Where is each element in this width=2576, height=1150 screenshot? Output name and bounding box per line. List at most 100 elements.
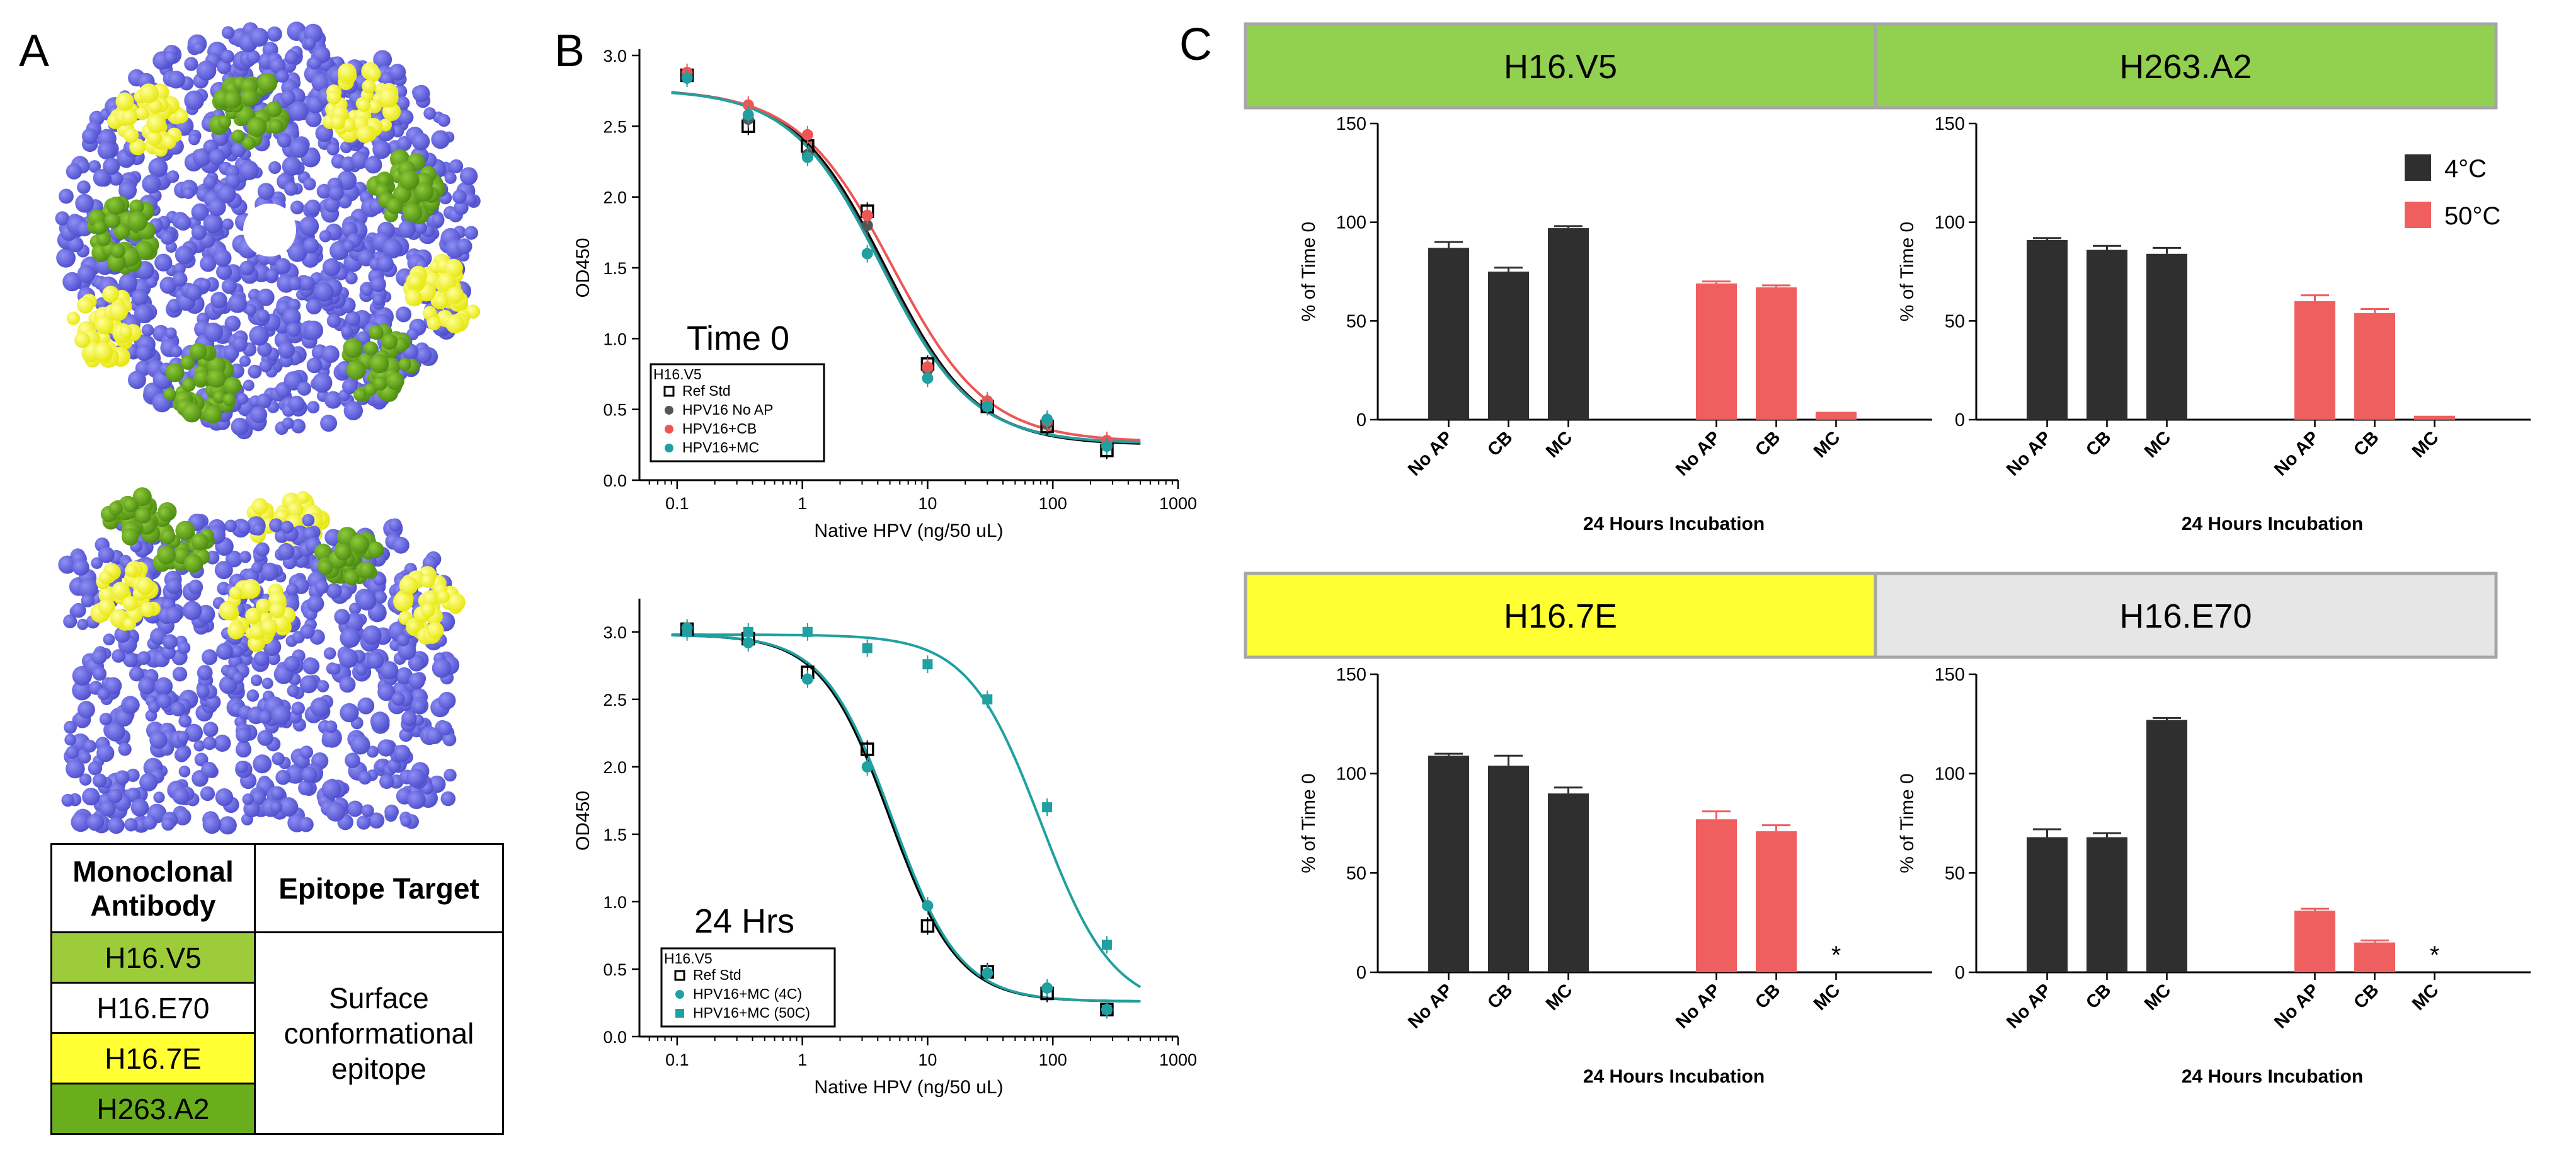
- epitope-yellow-atom: [229, 586, 243, 600]
- x-tick-label: 100: [1039, 1050, 1067, 1069]
- lattice-atom: [231, 142, 246, 158]
- lattice-atom: [202, 649, 218, 665]
- epitope-yellow-atom: [136, 577, 154, 595]
- chart-title-box: [1244, 22, 1877, 110]
- lattice-atom: [437, 721, 452, 736]
- lattice-atom: [105, 677, 122, 694]
- epitope-green-atom: [314, 543, 332, 561]
- lattice-atom: [83, 740, 96, 753]
- data-point: [1101, 940, 1112, 950]
- epitope-green-atom: [107, 253, 126, 272]
- x-tick-label: 1000: [1159, 494, 1197, 513]
- lattice-atom: [412, 84, 430, 103]
- epitope-green-atom: [377, 173, 391, 187]
- epitope-yellow-atom: [357, 98, 371, 112]
- lattice-atom: [182, 601, 202, 621]
- bar: [2414, 415, 2455, 420]
- lattice-atom: [105, 722, 125, 742]
- lattice-atom: [370, 711, 390, 731]
- lattice-atom: [300, 624, 315, 639]
- lattice-atom: [124, 818, 138, 832]
- lattice-atom: [249, 325, 270, 346]
- lattice-atom: [323, 197, 340, 213]
- y-tick-label: 0.5: [603, 401, 627, 420]
- lattice-atom: [160, 231, 175, 245]
- lattice-atom: [367, 652, 384, 669]
- bar: [1756, 831, 1797, 972]
- lattice-atom: [224, 519, 238, 532]
- bar: [1816, 411, 1857, 420]
- epitope-yellow-atom: [219, 601, 239, 621]
- lattice-atom: [88, 160, 101, 173]
- lattice-atom: [406, 768, 425, 787]
- epitope-green-atom: [110, 243, 125, 258]
- lattice-atom: [306, 357, 323, 374]
- epitope-green-atom: [403, 203, 423, 223]
- epitope-yellow-atom: [338, 63, 357, 82]
- lattice-atom: [214, 561, 233, 580]
- lattice-atom: [172, 272, 188, 287]
- bar: [2087, 250, 2127, 420]
- chart-title: H16.V5: [1504, 48, 1617, 86]
- lattice-atom: [326, 142, 340, 156]
- epitope-green-atom: [266, 101, 282, 118]
- chart-b-top: 0.0 0.5 1.0 1.5 2.0 2.5 3.0 0.1 1 10 100 1000 Native…: [573, 47, 1197, 541]
- epitope-green-atom: [203, 405, 222, 424]
- epitope-green-atom: [106, 197, 125, 215]
- lattice-atom: [338, 648, 358, 669]
- lattice-atom: [170, 345, 183, 358]
- lattice-atom: [275, 769, 291, 785]
- chart-c-a2: H263.A2 0 50 100 150 % of Time 0 No AP CB MC No A…: [1874, 22, 2531, 534]
- lattice-atom: [379, 774, 394, 790]
- lattice-atom: [130, 798, 149, 817]
- chart-c-e70: H16.E70 0 50 100 150 % of Time 0 No AP CB MC No A…: [1874, 572, 2531, 1087]
- chart-c-v5: H16.V5 0 50 100 150 % of Time 0 No AP CB MC No AP…: [1244, 22, 1932, 534]
- y-tick-label: 150: [1336, 114, 1366, 134]
- x-tick-label: MC: [2408, 980, 2443, 1015]
- y-axis-label: % of Time 0: [1298, 222, 1319, 321]
- lattice-atom: [340, 628, 360, 648]
- lattice-atom: [444, 171, 457, 184]
- lattice-atom: [271, 705, 291, 725]
- lattice-atom: [319, 230, 332, 243]
- lattice-atom: [307, 595, 324, 612]
- lattice-atom: [286, 583, 299, 596]
- lattice-atom: [288, 395, 305, 412]
- lattice-atom: [397, 633, 409, 647]
- lattice-atom: [372, 294, 385, 306]
- y-tick-label: 1.0: [603, 330, 627, 348]
- lattice-atom: [299, 216, 319, 236]
- lattice-atom: [128, 371, 146, 389]
- lattice-atom: [250, 406, 268, 423]
- y-tick-label: 2.0: [603, 188, 627, 207]
- epitope-line-1: Surface: [329, 981, 429, 1015]
- data-point: [1041, 982, 1053, 994]
- lattice-atom: [252, 523, 265, 536]
- legend-marker: [674, 970, 685, 981]
- lattice-atom: [368, 812, 385, 829]
- lattice-atom: [216, 643, 233, 660]
- data-point: [922, 361, 934, 373]
- table-header-antibody: Monoclonal Antibody: [50, 843, 256, 933]
- epitope-green-atom: [344, 570, 360, 585]
- epitope-yellow-atom: [248, 636, 264, 652]
- bar: [1428, 248, 1469, 420]
- lattice-atom: [197, 684, 210, 698]
- lattice-atom: [141, 324, 154, 336]
- lattice-atom: [221, 279, 237, 294]
- epitope-green-atom: [381, 333, 398, 350]
- x-tick-label: CB: [2082, 427, 2115, 460]
- lattice-atom: [393, 744, 411, 762]
- lattice-atom: [248, 364, 262, 379]
- lattice-atom: [414, 221, 428, 234]
- lattice-atom: [100, 800, 116, 817]
- lattice-atom: [71, 812, 91, 832]
- y-tick-label: 2.0: [603, 758, 627, 777]
- bar: [1548, 793, 1589, 972]
- x-axis-label: Native HPV (ng/50 uL): [814, 1077, 1003, 1098]
- legend-marker: [665, 425, 673, 434]
- y-tick-label: 0: [1955, 410, 1965, 430]
- epitope-green-atom: [194, 369, 210, 386]
- lattice-atom: [321, 779, 341, 799]
- epitope-yellow-atom: [135, 106, 149, 120]
